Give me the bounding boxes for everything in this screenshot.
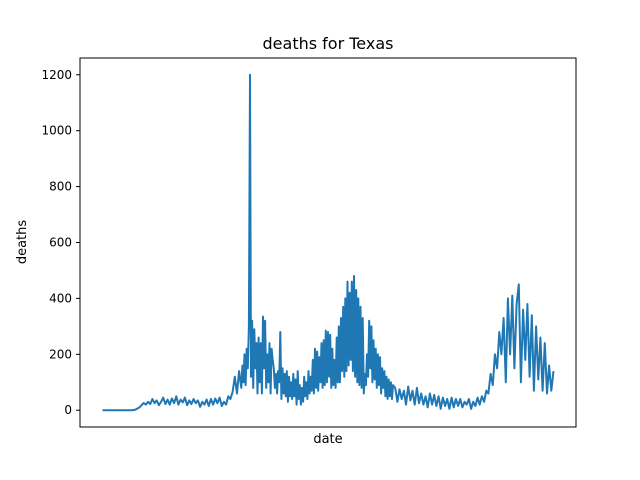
chart-title: deaths for Texas: [263, 34, 394, 53]
y-tick-label: 200: [49, 347, 72, 361]
series-line: [102, 73, 555, 412]
y-tick-label: 800: [49, 180, 72, 194]
y-axis-ticks: 0 200 400 600 800 1000 1200: [41, 68, 80, 417]
y-axis-label: deaths: [15, 220, 30, 265]
y-tick-label: 400: [49, 291, 72, 305]
y-tick-label: 0: [64, 403, 72, 417]
y-tick-label: 1200: [41, 68, 72, 82]
y-tick-label: 600: [49, 236, 72, 250]
y-tick-label: 1000: [41, 124, 72, 138]
plot-frame: [79, 57, 577, 428]
x-axis-label: date: [313, 432, 342, 447]
